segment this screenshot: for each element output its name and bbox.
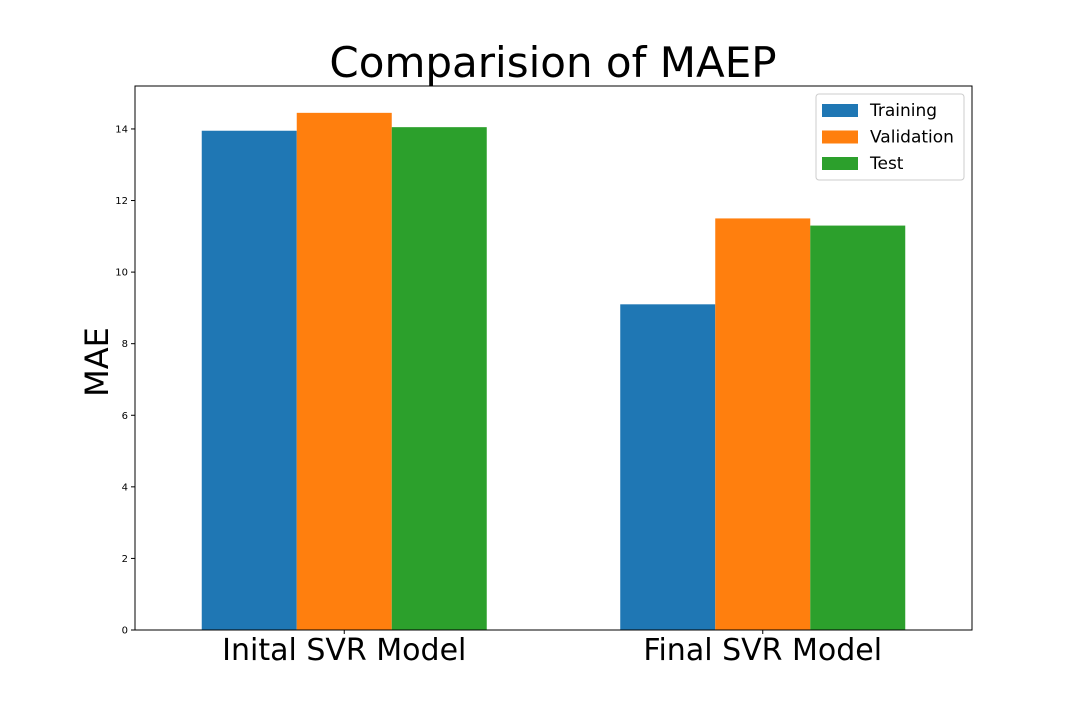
y-tick-label: 14 (115, 124, 128, 135)
bar-test-0 (391, 127, 487, 630)
y-axis-ticks: 0 2 4 6 8 10 12 14 (115, 124, 135, 637)
legend-swatch-training (822, 104, 858, 117)
chart-title: Comparision of MAEP (329, 38, 776, 87)
bar-training-1 (620, 304, 716, 630)
y-tick-label: 0 (122, 626, 128, 637)
y-tick-label: 12 (115, 196, 128, 207)
legend-label-test: Test (869, 154, 904, 174)
bar-validation-1 (715, 218, 811, 630)
plot-area-frame (134, 85, 973, 631)
bar-validation-0 (296, 112, 392, 630)
x-axis-ticks: Inital SVR Model Final SVR Model (222, 630, 882, 668)
y-tick-label: 2 (122, 554, 128, 565)
y-tick-label: 4 (122, 482, 128, 493)
bar-test-1 (810, 225, 906, 630)
legend: Training Validation Test (815, 93, 965, 181)
y-tick-label: 6 (122, 411, 128, 422)
legend-swatch-test (822, 157, 858, 170)
x-tick-label: Final SVR Model (643, 633, 882, 668)
y-tick-label: 10 (115, 268, 128, 279)
bars-group (201, 112, 906, 630)
legend-label-training: Training (869, 101, 937, 121)
bar-training-0 (201, 130, 297, 630)
x-tick-label: Inital SVR Model (222, 633, 466, 668)
y-tick-label: 8 (122, 339, 128, 350)
legend-label-validation: Validation (870, 128, 954, 148)
legend-swatch-validation (822, 130, 858, 144)
y-axis-label: MAE (78, 327, 116, 397)
